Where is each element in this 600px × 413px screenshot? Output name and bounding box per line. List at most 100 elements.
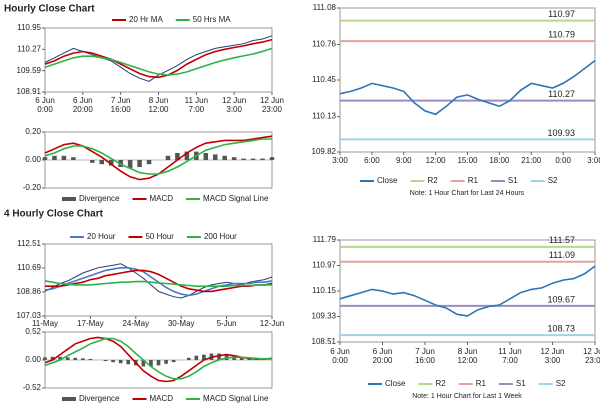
x-tick-label: 6:00 bbox=[364, 156, 380, 165]
legend-label: S1 bbox=[508, 176, 518, 185]
divergence-bar bbox=[88, 358, 93, 360]
x-tick-label: 7:00 bbox=[502, 356, 518, 365]
y-tick-label: -0.52 bbox=[23, 383, 42, 392]
x-tick-label: 12 Jun bbox=[260, 96, 284, 105]
level-label: 110.27 bbox=[548, 89, 575, 99]
divergence-bar bbox=[186, 357, 191, 360]
divergence-bar bbox=[217, 353, 221, 360]
section-title: Hourly Close Chart bbox=[4, 4, 95, 15]
divergence-bar bbox=[171, 360, 176, 363]
legend-label: MACD bbox=[149, 194, 173, 203]
y-tick-label: 110.15 bbox=[312, 286, 336, 295]
plot-frame bbox=[44, 27, 273, 93]
divergence-bar bbox=[108, 160, 114, 166]
x-tick-label: 16:00 bbox=[415, 356, 436, 365]
y-tick-label: 109.33 bbox=[312, 312, 337, 321]
y-tick-label: 0.00 bbox=[25, 355, 41, 364]
x-tick-label: 3:00 bbox=[545, 356, 561, 365]
divergence-bar bbox=[50, 356, 55, 360]
x-tick-label: 18:00 bbox=[489, 156, 510, 165]
section-title: 4 Hourly Close Chart bbox=[4, 209, 104, 220]
y-tick-label: 110.27 bbox=[17, 44, 41, 53]
level-label: 111.09 bbox=[549, 250, 575, 260]
x-tick-label: 5-Jun bbox=[217, 319, 237, 328]
legend-label: MACD Signal Line bbox=[203, 394, 269, 403]
divergence-bar bbox=[231, 157, 237, 160]
x-tick-label: 6 Jun bbox=[73, 96, 93, 105]
x-tick-label: 21:00 bbox=[521, 156, 542, 165]
x-tick-label: 12 Jun bbox=[583, 347, 600, 356]
legend-label: 200 Hour bbox=[204, 232, 237, 241]
divergence-bar bbox=[250, 158, 256, 160]
divergence-bar bbox=[61, 155, 67, 160]
series-line bbox=[339, 59, 596, 116]
x-tick-label: 11-May bbox=[32, 319, 58, 328]
chart-note: Note: 1 Hour Chart for Last 24 Hours bbox=[410, 190, 525, 197]
divergence-bar bbox=[52, 155, 57, 160]
y-tick-label: 108.91 bbox=[17, 87, 42, 96]
divergence-bar bbox=[90, 160, 95, 163]
level-label: 110.97 bbox=[548, 9, 575, 19]
y-tick-label: 111.79 bbox=[313, 235, 337, 244]
legend-label: 20 Hour bbox=[87, 232, 116, 241]
series-line bbox=[44, 38, 273, 79]
divergence-bar bbox=[73, 357, 78, 360]
legend-label: 20 Hr MA bbox=[129, 15, 163, 24]
divergence-bar bbox=[141, 360, 146, 367]
y-tick-label: 108.51 bbox=[312, 337, 337, 346]
level-label: 110.79 bbox=[548, 30, 575, 40]
legend-label: 50 Hour bbox=[145, 232, 174, 241]
divergence-bar bbox=[164, 360, 168, 364]
x-tick-label: 12:00 bbox=[457, 356, 478, 365]
x-tick-label: 6 Jun bbox=[35, 96, 55, 105]
divergence-bar bbox=[81, 358, 85, 360]
divergence-bar bbox=[202, 354, 206, 360]
x-tick-label: 8 Jun bbox=[149, 96, 169, 105]
legend-label: MACD Signal Line bbox=[203, 194, 269, 203]
divergence-bar bbox=[194, 355, 199, 360]
x-tick-label: 12:00 bbox=[148, 105, 169, 114]
x-tick-label: 7 Jun bbox=[415, 347, 435, 356]
divergence-bar bbox=[126, 360, 131, 365]
divergence-bar bbox=[137, 160, 142, 167]
x-tick-label: 7 Jun bbox=[111, 96, 131, 105]
x-tick-label: 0:00 bbox=[332, 356, 348, 365]
series-line bbox=[44, 280, 272, 287]
x-tick-label: 24-May bbox=[122, 319, 149, 328]
x-tick-label: 6 Jun bbox=[373, 347, 393, 356]
y-tick-label: 110.69 bbox=[17, 263, 41, 272]
x-tick-label: 23:00 bbox=[262, 105, 283, 114]
x-tick-label: 16:00 bbox=[111, 105, 132, 114]
y-tick-label: 110.13 bbox=[312, 112, 336, 121]
series-line bbox=[44, 138, 272, 175]
x-tick-label: 3:00 bbox=[587, 156, 600, 165]
level-label: 108.73 bbox=[547, 324, 575, 334]
level-label: 111.57 bbox=[549, 235, 575, 245]
legend-label: S1 bbox=[516, 379, 526, 388]
plot-frame bbox=[44, 243, 273, 317]
divergence-bar bbox=[239, 356, 244, 360]
x-tick-label: 17-May bbox=[77, 319, 104, 328]
legend-label: R1 bbox=[468, 176, 479, 185]
legend-label: Close bbox=[377, 176, 398, 185]
x-tick-label: 23:00 bbox=[585, 356, 600, 365]
y-tick-label: 110.97 bbox=[312, 261, 336, 270]
y-tick-label: 0.00 bbox=[25, 155, 41, 164]
divergence-bar bbox=[146, 160, 152, 165]
x-tick-label: 9:00 bbox=[396, 156, 412, 165]
divergence-bar bbox=[165, 155, 171, 160]
x-tick-label: 20:00 bbox=[73, 105, 94, 114]
legend-label: S2 bbox=[548, 176, 558, 185]
divergence-bar bbox=[222, 155, 227, 160]
x-tick-label: 12 Jun bbox=[222, 96, 246, 105]
y-tick-label: 109.59 bbox=[17, 66, 42, 75]
y-tick-label: -0.20 bbox=[23, 183, 42, 192]
y-tick-label: 111.08 bbox=[313, 3, 337, 12]
legend-label: R2 bbox=[435, 379, 446, 388]
y-tick-label: 110.76 bbox=[312, 40, 336, 49]
series-line bbox=[339, 265, 596, 317]
legend-label: Close bbox=[385, 379, 406, 388]
series-line bbox=[44, 337, 272, 380]
chart-note: Note: 1 Hour Chart for Last 1 Week bbox=[412, 393, 522, 400]
series-line bbox=[45, 269, 273, 293]
